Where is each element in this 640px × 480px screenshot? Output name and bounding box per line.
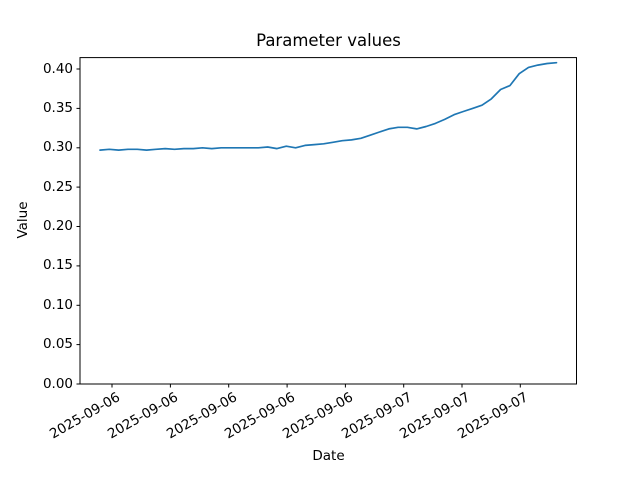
y-tick-label: 0.35 xyxy=(42,99,73,116)
y-tick-label: 0.25 xyxy=(42,178,73,195)
y-tick-label: 0.20 xyxy=(42,218,73,234)
chart-title: Parameter values xyxy=(256,31,401,50)
y-tick-label: 0.15 xyxy=(42,257,73,274)
data-line-series xyxy=(99,61,558,151)
y-tick-label: 0.30 xyxy=(42,139,73,156)
x-axis-label: Date xyxy=(312,448,345,464)
y-tick-label: 0.05 xyxy=(42,336,73,353)
tick-marks xyxy=(76,68,521,388)
axes-frame xyxy=(79,57,577,385)
y-tick-label: 0.00 xyxy=(42,375,73,392)
y-tick-label: 0.40 xyxy=(42,60,73,77)
y-tick-label: 0.10 xyxy=(42,296,73,313)
